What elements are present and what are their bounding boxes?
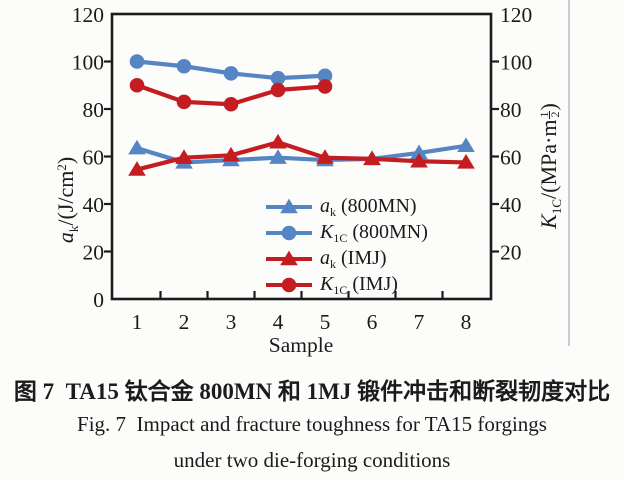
svg-text:120: 120: [72, 3, 104, 27]
figure-caption-en-line1: Fig. 7 Impact and fracture toughness for…: [77, 412, 547, 436]
svg-text:0: 0: [93, 288, 104, 312]
legend-marker-triangle-red: [266, 250, 312, 266]
legend-label: ak (800MN): [320, 194, 417, 219]
left-axis-label: ak/(J/cm2): [53, 156, 81, 244]
legend-marker-circle-red: [266, 277, 312, 293]
right-axis-symbol: K: [536, 214, 561, 229]
svg-text:2: 2: [179, 310, 190, 334]
svg-text:20: 20: [500, 241, 522, 265]
svg-text:100: 100: [72, 51, 104, 75]
legend-item-k1c-800mn: K1C (800MN): [264, 220, 428, 246]
figure-caption-zh: 图 7 TA15 钛合金 800MN 和 1MJ 锻件冲击和断裂韧度对比: [13, 379, 611, 404]
svg-text:3: 3: [226, 310, 237, 334]
right-axis-label: K1C/(MPa·m 1 2): [536, 103, 564, 229]
svg-text:Sample: Sample: [269, 333, 334, 357]
left-axis-symbol: a: [53, 232, 78, 244]
svg-text:120: 120: [500, 3, 532, 27]
svg-text:40: 40: [500, 193, 522, 217]
svg-text:8: 8: [461, 310, 472, 334]
legend-label: K1C (IMJ): [320, 272, 398, 297]
svg-text:5: 5: [320, 310, 331, 334]
svg-text:20: 20: [83, 241, 105, 265]
legend-label: ak (IMJ): [320, 246, 387, 271]
legend-marker-circle-blue: [266, 225, 312, 241]
svg-text:60: 60: [500, 146, 522, 170]
svg-text:100: 100: [500, 51, 532, 75]
figure-caption-en-line2: under two die-forging conditions: [173, 448, 451, 472]
legend-item-ak-imj: ak (IMJ): [264, 246, 428, 272]
legend-label: K1C (800MN): [320, 220, 428, 245]
svg-text:1: 1: [132, 310, 143, 334]
svg-text:80: 80: [83, 98, 105, 122]
svg-text:7: 7: [414, 310, 425, 334]
svg-text:80: 80: [500, 98, 522, 122]
svg-text:6: 6: [367, 310, 378, 334]
chart-legend: ak (800MN) K1C (800MN) ak (IMJ) K1C (IMJ…: [264, 194, 428, 298]
legend-marker-triangle-blue: [266, 198, 312, 214]
svg-text:40: 40: [83, 193, 105, 217]
svg-text:60: 60: [83, 146, 105, 170]
svg-text:4: 4: [273, 310, 284, 334]
legend-item-ak-800mn: ak (800MN): [264, 194, 428, 220]
legend-item-k1c-imj: K1C (IMJ): [264, 272, 428, 298]
